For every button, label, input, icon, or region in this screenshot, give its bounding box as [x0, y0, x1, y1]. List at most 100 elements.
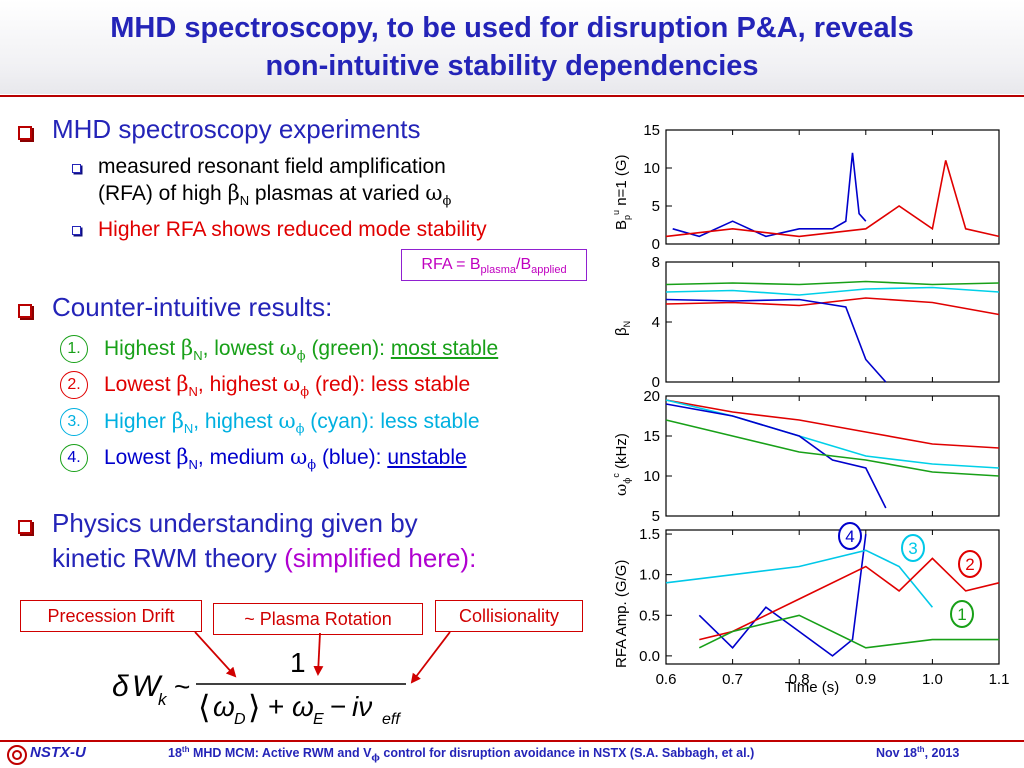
bullet-square-icon	[18, 126, 32, 140]
nstx-logo-text: NSTX-U	[30, 744, 86, 761]
footer-bar: NSTX-U 18th MHD MCM: Active RWM and Vϕ c…	[0, 734, 1024, 768]
panel-4-y-tick-label: 0.5	[639, 607, 660, 624]
panel-3-series-line	[665, 419, 1000, 477]
panel2-ylabel: βN	[613, 321, 632, 336]
result-number-1: 1.	[60, 335, 88, 363]
panel-4-y-tick-label: 0.0	[639, 648, 660, 665]
footer-meeting-text: 18th MHD MCM: Active RWM and Vϕ control …	[168, 745, 755, 764]
bullet-physics-line2: kinetic RWM theory (simplified here):	[52, 543, 477, 573]
panel-2-series-line	[665, 298, 887, 383]
title-divider	[0, 95, 1024, 97]
precession-drift-box: Precession Drift	[20, 600, 202, 632]
panel4-ylabel: RFA Amp. (G/G)	[613, 560, 630, 668]
title-line-1: MHD spectroscopy, to be used for disrupt…	[110, 12, 914, 44]
panel-1-y-tick-label: 5	[652, 198, 660, 215]
result-item-2: Lowest βN, highest ωϕ (red): less stable	[104, 372, 471, 401]
panel-3-y-tick-label: 10	[643, 468, 660, 485]
eq-e: E	[313, 711, 324, 728]
panel-3-series-line	[665, 399, 1000, 449]
panel-3-series-line	[665, 399, 1000, 469]
sub-bullet-square-icon	[72, 164, 81, 173]
panel-4-series-line	[698, 614, 999, 649]
kinetic-rwm-equation: δ W k ~ 1 ⟨ ω D ⟩ + ω E − iν eff	[112, 631, 451, 728]
eq-sim: ~	[174, 671, 190, 702]
result-number-3: 3.	[60, 408, 88, 436]
series-marker-circle-4	[838, 522, 862, 550]
eq-minus: −	[330, 691, 346, 722]
sub-bullet-square-icon	[72, 226, 81, 235]
collisionality-box: Collisionality	[435, 600, 583, 632]
x-tick-label: 0.7	[722, 671, 743, 688]
eq-w: W	[132, 670, 163, 703]
x-axis-label: Time (s)	[785, 679, 839, 696]
panel-2-series-line	[665, 280, 1000, 286]
eq-omega-e: ω	[292, 691, 314, 722]
result-item-4: Lowest βN, medium ωϕ (blue): unstable	[104, 445, 467, 474]
result-number-4: 4.	[60, 444, 88, 472]
nstx-logo-icon	[7, 745, 27, 765]
bullet-physics-line1: Physics understanding given by	[52, 508, 418, 538]
eq-k: k	[158, 690, 168, 709]
eq-i-nu: iν	[352, 691, 372, 722]
series-marker-circle-1	[950, 600, 974, 628]
panel-3-y-tick-label: 15	[643, 428, 660, 445]
panel-2-frame	[665, 261, 1000, 383]
arrow-collisionality	[410, 631, 451, 684]
eq-delta: δ	[112, 670, 129, 703]
result-item-1: Highest βN, lowest ωϕ (green): most stab…	[104, 336, 499, 365]
panel-3-frame	[665, 395, 1000, 517]
x-tick-label: 1.0	[922, 671, 943, 688]
panel-4-series-line	[699, 557, 1000, 641]
series-marker-label-1: 1	[957, 605, 966, 624]
sub-bullet-higher-rfa: Higher RFA shows reduced mode stability	[98, 218, 487, 241]
series-marker-label-2: 2	[965, 555, 974, 574]
panel-2-y-tick-label: 4	[652, 314, 660, 331]
bullet-mhd-spectroscopy: MHD spectroscopy experiments	[52, 114, 421, 144]
eq-langle: ⟨	[198, 689, 210, 725]
panel-3-y-tick-label: 5	[652, 508, 660, 525]
panel-2-series-line	[665, 286, 1000, 296]
panel-2-y-tick-label: 0	[652, 374, 660, 391]
sub-bullet-rfa-line2: (RFA) of high βN plasmas at varied ωϕ	[98, 181, 452, 210]
footer-date: Nov 18th, 2013	[876, 745, 960, 761]
x-tick-label: 0.9	[855, 671, 876, 688]
title-line-2: non-intuitive stability dependencies	[265, 50, 759, 82]
series-marker-label-3: 3	[908, 539, 917, 558]
panel-4-y-tick-label: 1.0	[639, 567, 660, 584]
eq-d: D	[234, 711, 246, 728]
bullet-counter-intuitive: Counter-intuitive results:	[52, 292, 333, 322]
panel-4-frame	[665, 529, 1000, 665]
series-marker-circle-3	[901, 534, 925, 562]
panel-2-y-tick-label: 8	[652, 254, 660, 271]
arrow-rotation	[313, 632, 324, 676]
panel-3-series-line	[665, 403, 887, 509]
panel-1-y-tick-label: 15	[643, 122, 660, 139]
series-marker-circle-2	[958, 550, 982, 578]
x-tick-label: 1.1	[989, 671, 1010, 688]
series-marker-label-4: 4	[845, 527, 854, 546]
eq-numerator: 1	[290, 647, 306, 678]
panel1-ylabel: Bpu n=1 (G)	[611, 155, 632, 230]
eq-omega-d: ω	[213, 691, 235, 722]
panel-2-series-line	[665, 297, 1000, 316]
panel-1-frame	[665, 129, 1000, 245]
time-series-plot: Bpu n=1 (G) βN ωϕc (kHz) RFA Amp. (G/G) …	[611, 122, 1010, 696]
title-bar: MHD spectroscopy, to be used for disrupt…	[0, 0, 1024, 94]
rfa-definition-box: RFA = Bplasma/Bapplied	[401, 249, 587, 281]
eq-rangle: ⟩	[248, 689, 260, 725]
x-tick-label: 0.8	[789, 671, 810, 688]
panel-1-y-tick-label: 0	[652, 236, 660, 253]
panel-4-y-tick-label: 1.5	[639, 526, 660, 543]
sub-bullet-rfa-line1: measured resonant field amplification	[98, 155, 446, 178]
panel3-ylabel: ωϕc (kHz)	[611, 433, 633, 496]
panel-4-series-line	[698, 533, 867, 657]
footer-divider	[0, 740, 1024, 742]
eq-plus: +	[268, 691, 284, 722]
bullet-square-icon	[18, 520, 32, 534]
panel-1-series-line	[665, 160, 1000, 238]
panel-1-y-tick-label: 10	[643, 160, 660, 177]
panel-4-series-line	[665, 549, 934, 608]
result-item-3: Higher βN, highest ωϕ (cyan): less stabl…	[104, 409, 480, 438]
bullet-square-icon	[18, 304, 32, 318]
eq-eff: eff	[382, 711, 401, 728]
